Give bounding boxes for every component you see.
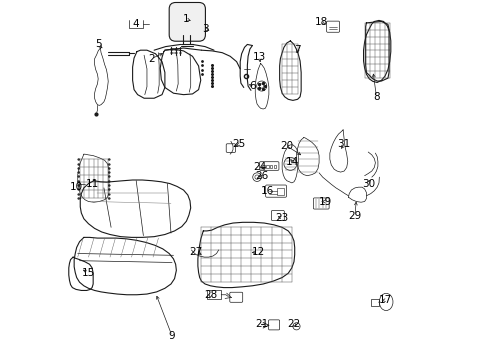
- Text: 29: 29: [347, 211, 361, 221]
- Text: 14: 14: [285, 157, 299, 167]
- Text: 22: 22: [287, 319, 300, 329]
- Text: 17: 17: [378, 295, 391, 305]
- Bar: [206, 290, 221, 299]
- Bar: [273, 165, 276, 168]
- Bar: [261, 165, 264, 168]
- Text: 3: 3: [202, 24, 209, 35]
- Text: 9: 9: [168, 331, 175, 341]
- Text: 10: 10: [70, 182, 83, 192]
- Text: 23: 23: [275, 213, 288, 222]
- Bar: [265, 165, 268, 168]
- Text: 16: 16: [261, 186, 274, 196]
- Bar: [277, 188, 284, 195]
- Text: 20: 20: [280, 141, 293, 151]
- Text: 8: 8: [372, 92, 379, 102]
- Text: 12: 12: [251, 247, 264, 257]
- Bar: [269, 165, 272, 168]
- Text: 15: 15: [81, 267, 95, 278]
- Text: 24: 24: [252, 162, 265, 172]
- Text: 18: 18: [314, 17, 327, 27]
- Text: 11: 11: [85, 179, 99, 189]
- Text: 7: 7: [294, 45, 300, 55]
- Text: 5: 5: [95, 40, 102, 49]
- Text: 28: 28: [203, 291, 217, 301]
- Text: 2: 2: [148, 54, 154, 64]
- Text: 6: 6: [248, 81, 255, 91]
- Text: 4: 4: [133, 19, 139, 29]
- Text: 27: 27: [189, 247, 203, 257]
- Text: 19: 19: [318, 197, 331, 207]
- Text: 25: 25: [232, 139, 245, 149]
- Text: 13: 13: [252, 52, 265, 62]
- Text: 30: 30: [361, 179, 374, 189]
- Text: 21: 21: [255, 319, 268, 329]
- Text: 1: 1: [183, 14, 189, 24]
- Text: 26: 26: [255, 171, 268, 181]
- Text: 31: 31: [337, 139, 350, 149]
- Bar: [370, 299, 378, 306]
- FancyBboxPatch shape: [169, 3, 205, 41]
